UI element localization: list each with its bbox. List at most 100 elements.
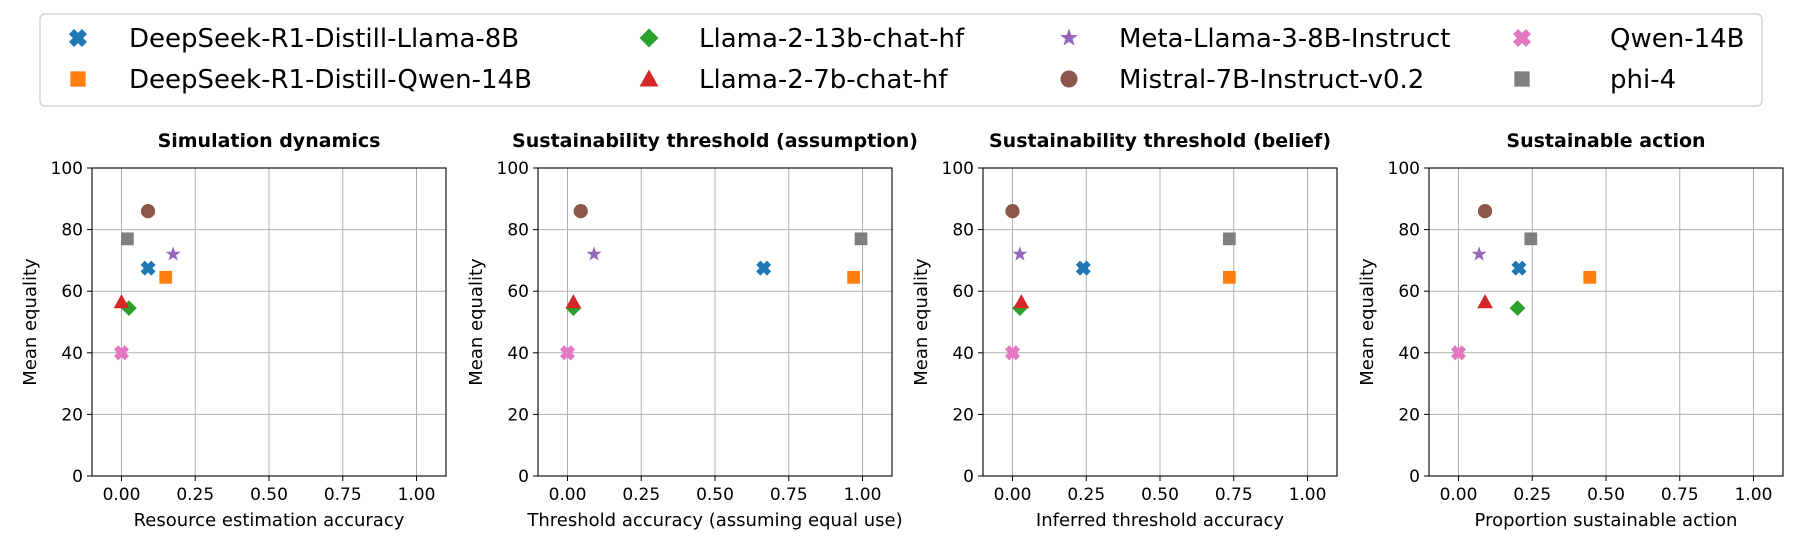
- point-meta-llama-3-8b-instruct: [1471, 246, 1487, 261]
- point-deepseek-r1-distill-llama-8b: [140, 260, 156, 276]
- x-axis-label: Resource estimation accuracy: [134, 510, 405, 531]
- x-axis-label: Threshold accuracy (assuming equal use): [526, 510, 902, 531]
- point-llama-2-7b-chat-hf: [565, 294, 582, 309]
- point-qwen-14b: [1450, 345, 1467, 361]
- legend-marker-meta-llama-3-8b-instruct: [1060, 28, 1078, 46]
- x-tick-label: 0.00: [549, 485, 587, 505]
- scatter-points: [1450, 203, 1597, 361]
- x-tick-label: 0.50: [696, 485, 734, 505]
- x-tick-label: 0.25: [176, 485, 214, 505]
- x-tick-label: 0.75: [770, 485, 808, 505]
- y-tick-label: 20: [61, 405, 83, 425]
- x-axis-label: Proportion sustainable action: [1475, 510, 1738, 531]
- legend-marker-llama-2-7b-chat-hf: [639, 69, 659, 87]
- point-phi-4: [854, 232, 868, 246]
- x-tick-label: 0.25: [1067, 485, 1105, 505]
- point-llama-2-7b-chat-hf: [1013, 294, 1030, 309]
- y-tick-label: 40: [1398, 344, 1420, 364]
- point-phi-4: [1524, 232, 1538, 246]
- panel-title: Sustainability threshold (assumption): [512, 130, 918, 152]
- panel-sustainability-threshold-assumption: Sustainability threshold (assumption) 0.0…: [466, 130, 918, 531]
- x-tick-label: 1.00: [844, 485, 882, 505]
- y-axis-label: Mean equality: [466, 258, 487, 386]
- legend-item-mistral-7b-instruct-v0-2: Mistral-7B-Instruct-v0.2: [1060, 65, 1424, 95]
- point-qwen-14b: [559, 345, 576, 361]
- y-tick-label: 20: [1398, 405, 1420, 425]
- grid: [538, 167, 892, 477]
- panel-title: Sustainability threshold (belief): [989, 130, 1331, 152]
- y-tick-label: 80: [1398, 221, 1420, 241]
- point-deepseek-r1-distill-llama-8b: [1075, 260, 1091, 276]
- legend-marker-phi-4: [1514, 71, 1530, 87]
- point-meta-llama-3-8b-instruct: [165, 246, 181, 261]
- legend-label: DeepSeek-R1-Distill-Qwen-14B: [129, 65, 532, 95]
- plot-frame: [91, 167, 447, 477]
- point-meta-llama-3-8b-instruct: [586, 246, 602, 261]
- legend-item-meta-llama-3-8b-instruct: Meta-Llama-3-8B-Instruct: [1060, 24, 1450, 54]
- point-mistral-7b-instruct-v0-2: [140, 203, 156, 219]
- legend-marker-llama-2-13b-chat-hf: [639, 28, 659, 48]
- point-deepseek-r1-distill-llama-8b: [756, 260, 772, 276]
- x-tick-label: 0.50: [250, 485, 288, 505]
- point-deepseek-r1-distill-qwen-14b: [1222, 270, 1236, 284]
- point-llama-2-13b-chat-hf: [1509, 300, 1526, 317]
- legend-frame: [39, 13, 1763, 107]
- y-tick-label: 100: [1388, 159, 1420, 179]
- legend-label: phi-4: [1610, 65, 1676, 95]
- legend-label: Meta-Llama-3-8B-Instruct: [1119, 24, 1450, 54]
- point-deepseek-r1-distill-qwen-14b: [1583, 270, 1597, 284]
- x-axis-label: Inferred threshold accuracy: [1036, 510, 1284, 531]
- legend-marker-mistral-7b-instruct-v0-2: [1060, 70, 1078, 88]
- panel-title: Sustainable action: [1506, 130, 1705, 152]
- x-tick-label: 0.75: [1215, 485, 1253, 505]
- x-tick-label: 0.75: [1661, 485, 1699, 505]
- legend-marker-qwen-14b: [1512, 28, 1532, 48]
- point-mistral-7b-instruct-v0-2: [1477, 203, 1493, 219]
- x-tick-label: 1.00: [1735, 485, 1773, 505]
- x-tick-label: 0.25: [622, 485, 660, 505]
- legend-item-qwen-14b: Qwen-14B: [1512, 24, 1745, 54]
- plot-frame: [537, 167, 893, 477]
- y-axis-label: Mean equality: [1357, 258, 1378, 386]
- y-tick-label: 80: [507, 221, 529, 241]
- legend-label: Qwen-14B: [1610, 24, 1745, 54]
- y-tick-label: 0: [72, 467, 83, 487]
- legend-item-deepseek-r1-distill-llama-8b: DeepSeek-R1-Distill-Llama-8B: [68, 24, 519, 54]
- plot-frame: [982, 167, 1338, 477]
- x-tick-label: 0.00: [1440, 485, 1478, 505]
- plot-frame: [1428, 167, 1784, 477]
- legend-marker-deepseek-r1-distill-qwen-14b: [70, 71, 86, 87]
- x-tick-label: 0.50: [1141, 485, 1179, 505]
- x-tick-label: 0.25: [1513, 485, 1551, 505]
- y-tick-label: 100: [942, 159, 974, 179]
- x-tick-label: 0.00: [994, 485, 1032, 505]
- point-qwen-14b: [113, 345, 130, 361]
- x-tick-label: 0.50: [1587, 485, 1625, 505]
- point-llama-2-7b-chat-hf: [113, 294, 130, 309]
- legend-label: Llama-2-13b-chat-hf: [699, 24, 965, 54]
- scatter-points: [559, 203, 868, 361]
- y-tick-label: 40: [61, 344, 83, 364]
- y-axis-label: Mean equality: [20, 258, 41, 386]
- panel-sustainable-action: Sustainable action 0.00 0.25 0.50 0.75 1.00 0 2…: [1357, 130, 1784, 531]
- point-deepseek-r1-distill-qwen-14b: [847, 270, 861, 284]
- y-tick-label: 0: [518, 467, 529, 487]
- legend-label: DeepSeek-R1-Distill-Llama-8B: [129, 24, 519, 54]
- panel-simulation-dynamics: Simulation dynamics 0.00 0.25 0.50 0.75 1.00 0…: [20, 130, 447, 531]
- point-deepseek-r1-distill-llama-8b: [1511, 260, 1527, 276]
- y-tick-label: 60: [1398, 282, 1420, 302]
- y-tick-label: 80: [61, 221, 83, 241]
- y-tick-label: 60: [952, 282, 974, 302]
- y-tick-label: 0: [1409, 467, 1420, 487]
- scatter-points: [113, 203, 181, 361]
- x-tick-label: 0.00: [103, 485, 141, 505]
- point-mistral-7b-instruct-v0-2: [1005, 203, 1020, 219]
- legend-label: Mistral-7B-Instruct-v0.2: [1119, 65, 1424, 95]
- y-axis-label: Mean equality: [911, 258, 932, 386]
- y-tick-label: 20: [507, 405, 529, 425]
- legend-item-llama-2-7b-chat-hf: Llama-2-7b-chat-hf: [639, 65, 948, 95]
- legend-item-phi-4: phi-4: [1514, 65, 1676, 95]
- y-tick-label: 40: [952, 344, 974, 364]
- y-tick-label: 100: [497, 159, 529, 179]
